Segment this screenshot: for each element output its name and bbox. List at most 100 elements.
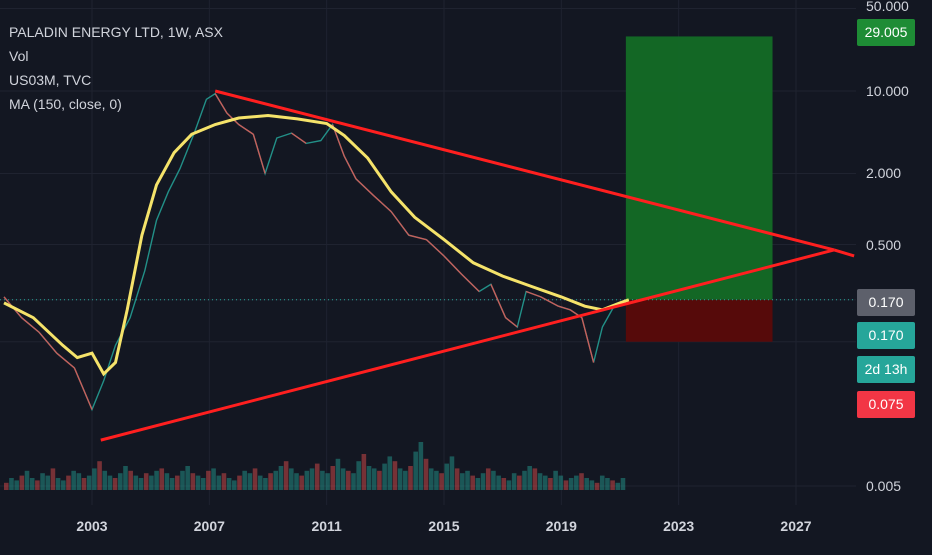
- volume-bar: [66, 475, 71, 490]
- legend-moving-average[interactable]: MA (150, close, 0): [9, 96, 122, 112]
- time-axis-label: 2015: [428, 518, 460, 534]
- volume-bar: [475, 478, 481, 490]
- volume-bar: [273, 470, 279, 490]
- volume-bar: [346, 470, 351, 490]
- volume-bar: [517, 475, 522, 490]
- volume-bar: [465, 470, 470, 490]
- price-segment-down: [490, 284, 507, 318]
- volume-bar: [371, 468, 377, 490]
- volume-bar: [537, 473, 543, 490]
- volume-bar: [149, 475, 154, 490]
- volume-bar: [112, 478, 118, 490]
- volume-bar: [589, 480, 595, 490]
- volume-bar: [92, 468, 97, 490]
- volume-bar: [485, 468, 491, 490]
- volume-bar: [599, 475, 605, 490]
- price-segment-down: [21, 317, 40, 333]
- price-segment-down: [56, 352, 75, 369]
- volume-bar: [428, 468, 434, 490]
- legend-symbol[interactable]: PALADIN ENERGY LTD, 1W, ASX: [9, 24, 223, 40]
- price-segment-down: [558, 305, 571, 311]
- volume-bar: [143, 473, 149, 490]
- volume-bar: [76, 473, 82, 490]
- time-axis-label: 2027: [780, 518, 812, 534]
- volume-bar: [449, 456, 455, 490]
- volume-bar: [532, 468, 538, 490]
- time-axis-label: 2011: [311, 518, 342, 534]
- volume-bar: [366, 466, 372, 490]
- volume-bar: [387, 456, 393, 490]
- volume-bar: [548, 478, 553, 490]
- volume-bar: [242, 470, 247, 490]
- volume-bar: [128, 470, 133, 490]
- price-axis-label: 10.000: [866, 83, 909, 99]
- volume-bar: [154, 470, 159, 490]
- volume-bar: [164, 473, 170, 490]
- volume-bar: [506, 480, 512, 490]
- volume-bar: [397, 468, 403, 490]
- volume-bar: [418, 442, 424, 490]
- stop-price-tag: 0.075: [857, 391, 915, 418]
- volume-bar: [175, 475, 180, 490]
- volume-bar: [86, 475, 92, 490]
- price-axis-label: 50.000: [866, 0, 909, 14]
- volume-bar: [232, 480, 237, 490]
- volume-bar: [61, 480, 66, 490]
- volume-bar: [45, 475, 51, 490]
- volume-bar: [40, 473, 45, 490]
- price-segment-down: [214, 93, 228, 114]
- volume-bar: [283, 461, 289, 490]
- volume-bar: [133, 475, 139, 490]
- volume-bar: [107, 475, 113, 490]
- price-segment-down: [252, 134, 266, 174]
- volume-bar: [403, 470, 408, 490]
- resistance-trend-line: [214, 89, 835, 252]
- volume-bar: [460, 473, 465, 490]
- volume-bar: [299, 475, 304, 490]
- volume-bar: [247, 473, 253, 490]
- volume-bar: [351, 473, 356, 490]
- volume-bar: [491, 470, 496, 490]
- volume-bar: [268, 473, 273, 490]
- volume-bar: [4, 482, 9, 490]
- last-price-tag: 0.170: [857, 289, 915, 316]
- volume-bar: [594, 482, 600, 490]
- volume-bar: [102, 470, 108, 490]
- price-axis-label: 0.005: [866, 478, 902, 494]
- legend-volume[interactable]: Vol: [9, 48, 29, 64]
- volume-bar: [294, 473, 299, 490]
- volume-bar: [118, 473, 123, 490]
- volume-bar: [574, 475, 579, 490]
- price-segment-down: [38, 331, 58, 354]
- volume-bar: [325, 473, 330, 490]
- volume-bar: [501, 478, 507, 490]
- time-axis-label: 2023: [663, 518, 695, 534]
- volume-bar: [408, 466, 413, 490]
- price-segment-down: [343, 155, 357, 180]
- volume-bar: [257, 475, 263, 490]
- volume-bar: [237, 475, 242, 490]
- volume-bar: [97, 461, 102, 490]
- legend-compare[interactable]: US03M, TVC: [9, 72, 92, 88]
- volume-bar: [553, 470, 558, 490]
- volume-bar: [563, 480, 569, 490]
- price-segment-down: [425, 239, 445, 257]
- volume-bar: [211, 468, 216, 490]
- price-segment-down: [461, 273, 480, 292]
- volume-bar: [522, 470, 527, 490]
- volume-bar: [542, 475, 548, 490]
- price-segment-down: [525, 290, 542, 298]
- price-segment-down: [408, 234, 427, 241]
- target-zone: [625, 36, 773, 300]
- price-segment-down: [73, 367, 93, 410]
- volume-bar: [496, 475, 501, 490]
- moving-average-line: [3, 113, 630, 377]
- volume-bar: [29, 478, 35, 490]
- volume-bar: [200, 478, 206, 490]
- price-segment-down: [390, 211, 410, 236]
- volume-bar: [263, 478, 268, 490]
- volume-bar: [252, 468, 258, 490]
- volume-bar: [320, 470, 325, 490]
